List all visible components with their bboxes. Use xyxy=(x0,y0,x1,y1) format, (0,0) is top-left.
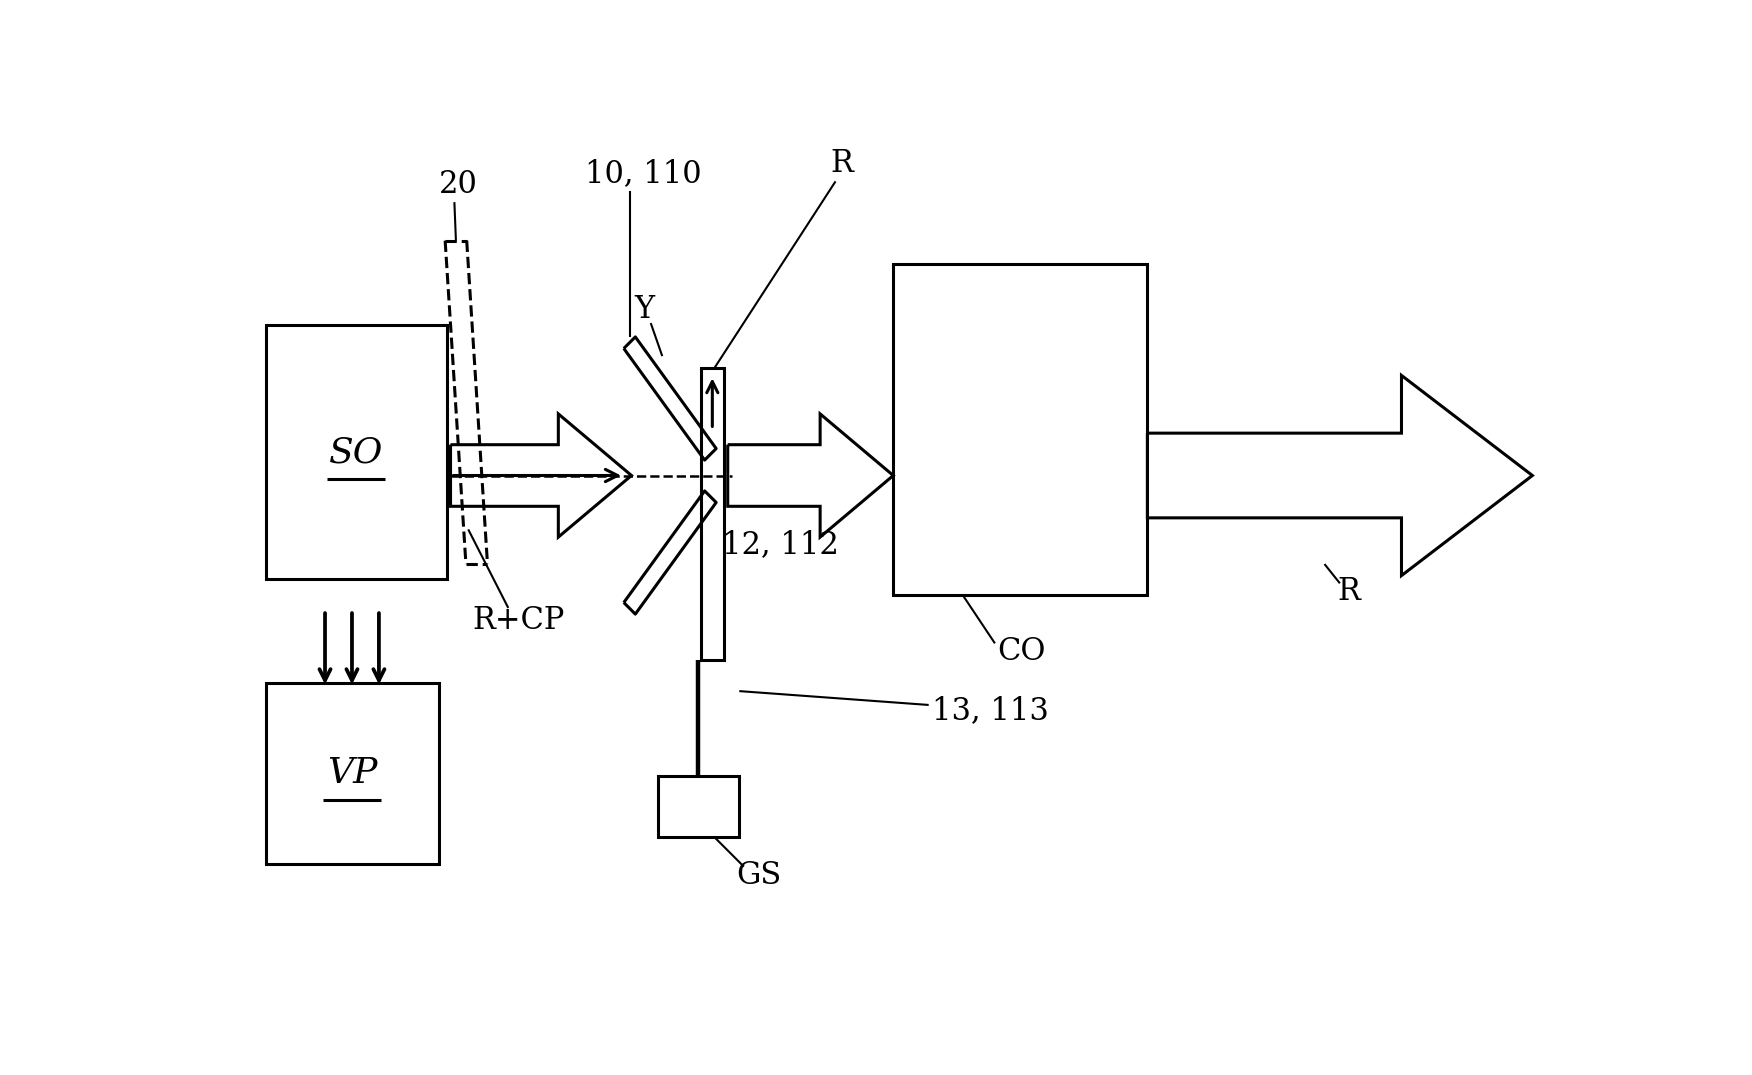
Bar xyxy=(701,368,724,660)
Text: 12, 112: 12, 112 xyxy=(722,529,839,560)
Text: 20: 20 xyxy=(438,169,478,200)
Bar xyxy=(894,263,1148,594)
Text: 13, 113: 13, 113 xyxy=(932,694,1049,726)
Text: VP: VP xyxy=(328,757,377,790)
Text: R: R xyxy=(1339,575,1361,606)
Text: R: R xyxy=(830,148,853,180)
Text: SO: SO xyxy=(329,435,384,470)
Text: Y: Y xyxy=(634,295,655,326)
Text: GS: GS xyxy=(736,860,781,891)
Bar xyxy=(659,776,739,837)
Text: R+CP: R+CP xyxy=(471,605,564,635)
Bar xyxy=(266,684,440,864)
Text: CO: CO xyxy=(997,635,1046,666)
Text: 10, 110: 10, 110 xyxy=(585,158,701,189)
Bar xyxy=(266,326,447,579)
